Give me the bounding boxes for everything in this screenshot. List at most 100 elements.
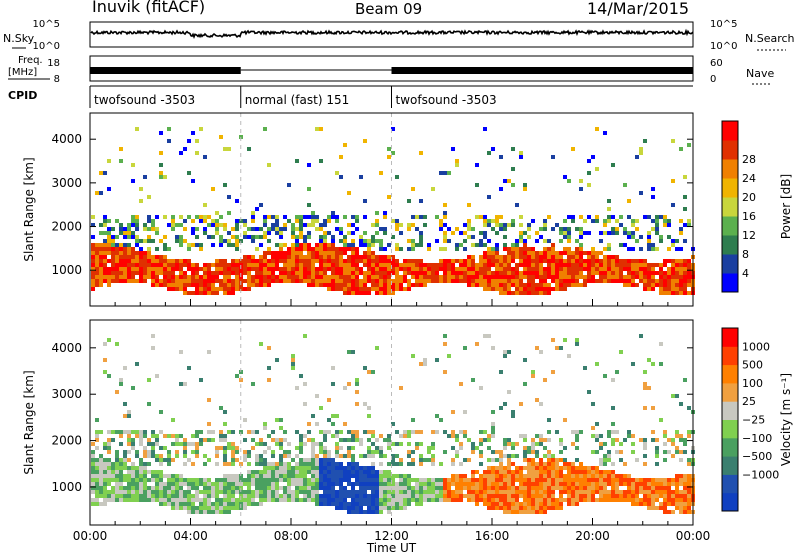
power-cell xyxy=(219,223,223,227)
velocity-cell xyxy=(663,442,667,446)
power-cell xyxy=(215,267,219,271)
power-cell xyxy=(331,215,335,219)
power-cell xyxy=(319,235,323,239)
velocity-cell xyxy=(311,498,315,502)
velocity-cell xyxy=(323,434,327,438)
power-cell xyxy=(603,263,607,267)
power-cell xyxy=(411,263,415,267)
velocity-cell xyxy=(511,490,515,494)
power-cell xyxy=(351,259,355,263)
velocity-cell xyxy=(551,494,555,498)
power-cell xyxy=(327,267,331,271)
power-cell xyxy=(147,255,151,259)
power-cell xyxy=(415,271,419,275)
power-cell xyxy=(495,279,499,283)
power-cell xyxy=(595,267,599,271)
velocity-cell xyxy=(159,454,163,458)
power-cell xyxy=(487,195,491,199)
nsky-tick-right: 10^0 xyxy=(710,41,737,52)
velocity-cell xyxy=(187,506,191,510)
velocity-cell xyxy=(299,490,303,494)
freq-tick-left: 18 xyxy=(47,58,60,69)
velocity-cell xyxy=(327,490,331,494)
power-cell xyxy=(339,275,343,279)
power-cell xyxy=(163,235,167,239)
velocity-cell xyxy=(587,482,591,486)
power-cell xyxy=(643,263,647,267)
power-cell xyxy=(403,275,407,279)
velocity-cell xyxy=(351,474,355,478)
power-cell xyxy=(471,243,475,247)
power-cell xyxy=(567,267,571,271)
power-cell xyxy=(563,275,567,279)
power-cell xyxy=(199,219,203,223)
power-cell xyxy=(623,183,627,187)
velocity-cell xyxy=(167,486,171,490)
velocity-cell xyxy=(135,474,139,478)
power-cell xyxy=(103,259,107,263)
power-cell xyxy=(627,279,631,283)
power-cell xyxy=(511,279,515,283)
power-cell xyxy=(523,259,527,263)
velocity-cell xyxy=(571,482,575,486)
power-cell xyxy=(563,259,567,263)
power-cell xyxy=(195,291,199,295)
power-cell xyxy=(171,271,175,275)
velocity-cell xyxy=(95,486,99,490)
power-cell xyxy=(499,263,503,267)
power-cell xyxy=(287,251,291,255)
velocity-cell xyxy=(327,502,331,506)
power-cell xyxy=(615,255,619,259)
power-cell xyxy=(671,271,675,275)
power-cell xyxy=(583,275,587,279)
power-cell xyxy=(255,275,259,279)
velocity-cell xyxy=(391,498,395,502)
power-cell xyxy=(319,267,323,271)
power-cell xyxy=(623,283,627,287)
velocity-cell xyxy=(307,470,311,474)
velocity-cell xyxy=(651,506,655,510)
velocity-cell xyxy=(127,486,131,490)
velocity-cell xyxy=(379,470,383,474)
velocity-cell xyxy=(467,490,471,494)
velocity-cell xyxy=(499,486,503,490)
power-cell xyxy=(319,127,323,131)
power-cell xyxy=(131,263,135,267)
velocity-cell xyxy=(663,490,667,494)
power-cell xyxy=(567,255,571,259)
velocity-cell xyxy=(299,450,303,454)
power-cell xyxy=(475,263,479,267)
power-cell xyxy=(611,163,615,167)
power-cell xyxy=(351,239,355,243)
velocity-cell xyxy=(611,474,615,478)
velocity-cell xyxy=(515,454,519,458)
velocity-cell xyxy=(211,486,215,490)
velocity-cell xyxy=(531,470,535,474)
power-cell xyxy=(443,259,447,263)
velocity-cell xyxy=(203,438,207,442)
power-cell xyxy=(667,283,671,287)
velocity-cell xyxy=(203,510,207,514)
power-cell xyxy=(179,223,183,227)
velocity-cell xyxy=(123,430,127,434)
power-cell xyxy=(271,263,275,267)
velocity-cell xyxy=(395,430,399,434)
velocity-cell xyxy=(123,494,127,498)
power-cell xyxy=(519,215,523,219)
velocity-cell xyxy=(207,506,211,510)
power-cell xyxy=(395,263,399,267)
velocity-cell xyxy=(475,502,479,506)
velocity-cell xyxy=(155,470,159,474)
power-cell xyxy=(595,127,599,131)
velocity-cell xyxy=(127,410,131,414)
power-cell xyxy=(339,227,343,231)
power-cell xyxy=(135,263,139,267)
power-cell xyxy=(567,215,571,219)
power-cell xyxy=(175,279,179,283)
velocity-cell xyxy=(515,510,519,514)
velocity-cell xyxy=(343,466,347,470)
power-cell xyxy=(263,275,267,279)
power-cell xyxy=(131,251,135,255)
power-cell xyxy=(347,275,351,279)
velocity-cell xyxy=(251,382,255,386)
